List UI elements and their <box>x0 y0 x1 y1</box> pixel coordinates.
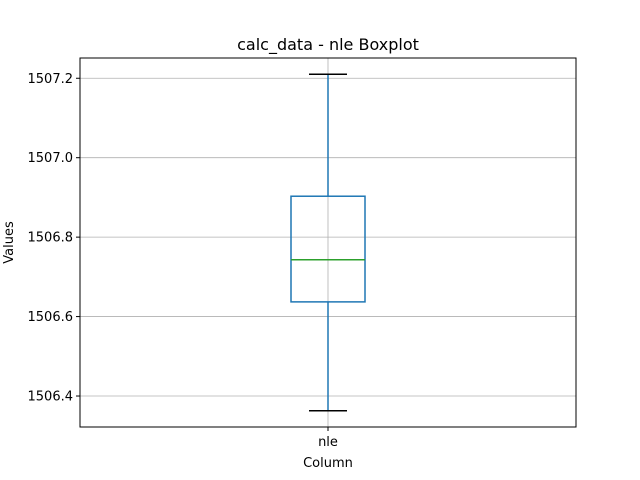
x-tick-label: nle <box>318 435 338 450</box>
box-layer <box>290 73 366 412</box>
y-axis-label: Values <box>2 221 17 264</box>
y-tick-label: 1506.6 <box>28 310 74 325</box>
tick-layer: 1506.4 1506.6 1506.8 1507.0 1507.2 nle <box>28 72 338 450</box>
chart-title: calc_data - nle Boxplot <box>237 35 419 55</box>
y-tick-label: 1507.0 <box>28 151 74 166</box>
iqr-box <box>290 195 366 303</box>
y-tick-label: 1507.2 <box>28 72 74 87</box>
y-tick-label: 1506.8 <box>28 231 74 246</box>
x-axis-label: Column <box>303 456 353 471</box>
y-tick-label: 1506.4 <box>28 390 74 405</box>
